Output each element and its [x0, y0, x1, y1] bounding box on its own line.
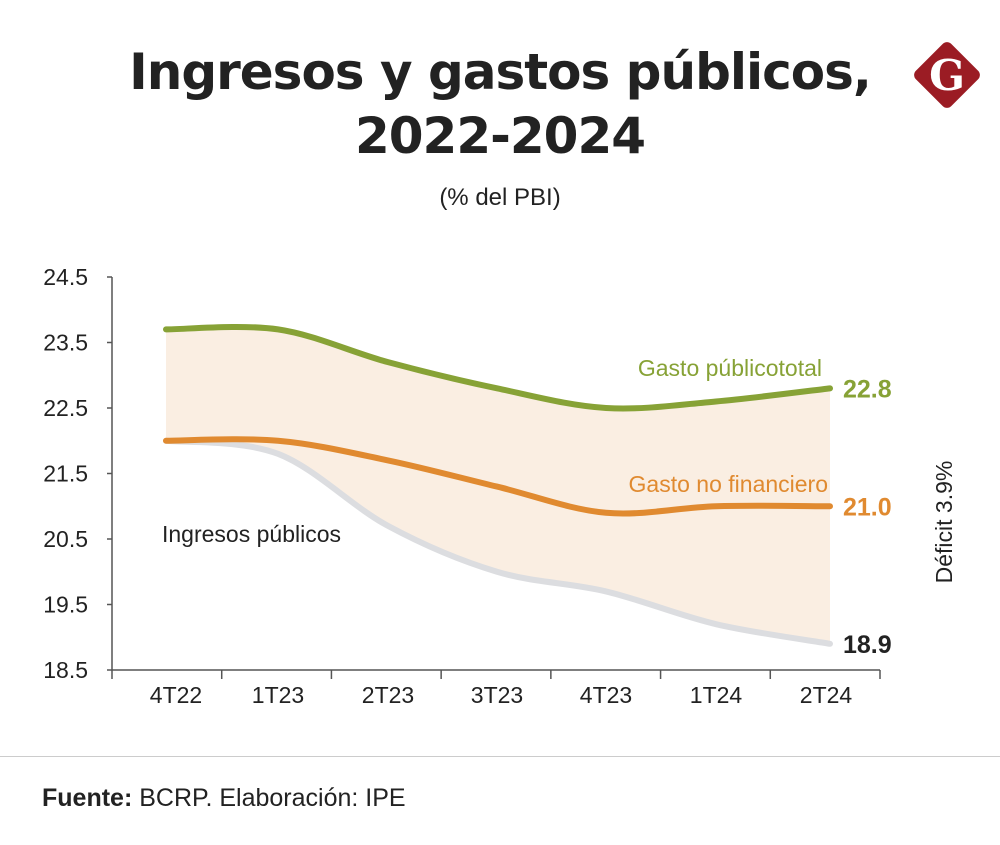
y-tick-label: 22.5 [43, 395, 88, 421]
x-tick-label: 1T24 [690, 682, 743, 708]
series-line-2 [163, 437, 833, 647]
source-label: Fuente: [42, 784, 133, 812]
source-note: Fuente: BCRP. Elaboración: IPE [42, 784, 406, 813]
x-tick-label: 4T22 [150, 682, 202, 708]
series-label-grey: Ingresos públicos [162, 521, 341, 547]
series-label-green: Gasto públicototal [638, 355, 822, 381]
x-tick-label: 2T24 [800, 682, 853, 708]
y-tick-label: 21.5 [43, 461, 88, 487]
x-tick-label: 2T23 [362, 682, 414, 708]
line-chart: 24.5 23.5 22.5 21.5 20.5 19.5 18.5 4T22 1T23 2T23… [43, 264, 957, 708]
svg-text:G: G [929, 51, 965, 100]
y-tick-label: 23.5 [43, 330, 88, 356]
series-line-0 [163, 323, 833, 412]
series-label-orange: Gasto no financiero [629, 471, 828, 497]
logo-icon: G [914, 42, 980, 108]
x-tick-label: 3T23 [471, 682, 523, 708]
deficit-annotation: Déficit 3.9% [931, 461, 957, 584]
source-text: BCRP. Elaboración: IPE [132, 784, 406, 812]
end-value-label: 21.0 [843, 493, 892, 521]
x-tick-label: 1T23 [252, 682, 304, 708]
y-tick-label: 19.5 [43, 592, 88, 618]
x-tick-label: 4T23 [580, 682, 632, 708]
y-tick-label: 20.5 [43, 526, 88, 552]
title-line-1: Ingresos y gastos públicos, [129, 43, 872, 101]
series-line-1 [163, 436, 833, 517]
title-line-2: 2022-2024 [354, 107, 646, 165]
y-tick-label: 18.5 [43, 657, 88, 683]
chart-title: Ingresos y gastos públicos, 2022-2024 [0, 40, 1000, 168]
end-value-label: 18.9 [843, 631, 892, 659]
chart-subtitle: (% del PBI) [439, 184, 561, 211]
y-tick-label: 24.5 [43, 264, 88, 290]
footer-divider [0, 756, 1000, 757]
end-value-label: 22.8 [843, 375, 892, 403]
